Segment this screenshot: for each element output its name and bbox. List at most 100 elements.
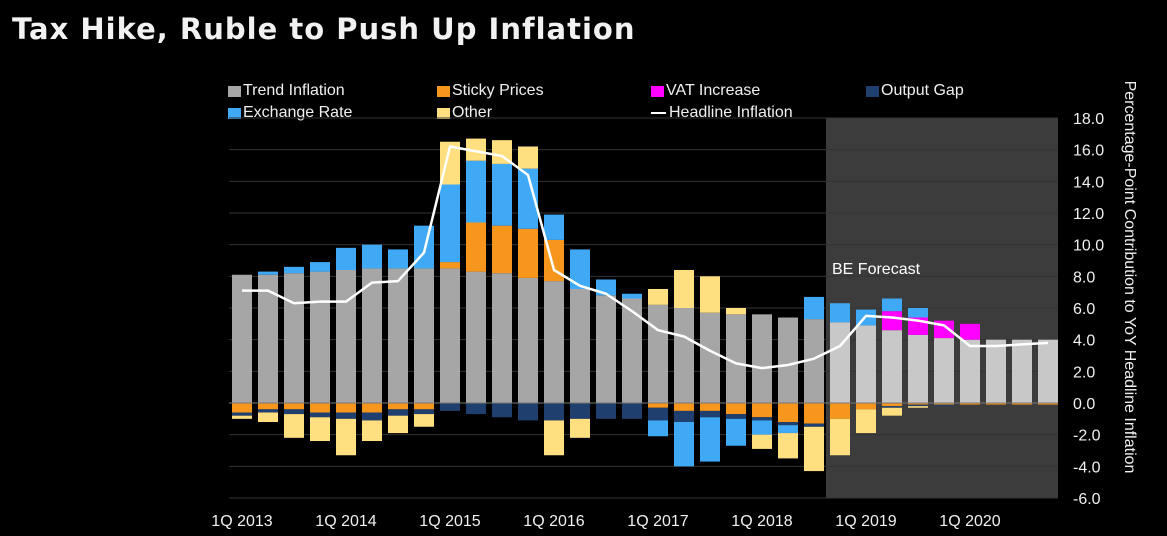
- bar-sticky-prices: [882, 403, 902, 407]
- bar-trend-inflation: [310, 271, 330, 403]
- bar-trend-inflation: [934, 338, 954, 403]
- legend-swatch-other: [437, 107, 450, 119]
- bar-trend-inflation: [726, 314, 746, 403]
- legend-label-sticky: Sticky Prices: [452, 82, 544, 99]
- bar-exchange-rate: [778, 425, 798, 434]
- bar-trend-inflation: [336, 270, 356, 403]
- bar-trend-inflation: [830, 322, 850, 403]
- legend-swatch-gap: [866, 85, 879, 97]
- bar-exchange-rate: [518, 168, 538, 229]
- bar-sticky-prices: [518, 228, 538, 278]
- bar-trend-inflation: [492, 273, 512, 403]
- bar-exchange-rate: [544, 214, 564, 240]
- bar-sticky-prices: [440, 262, 460, 269]
- y-tick-label: 12.0: [1073, 206, 1104, 223]
- bar-sticky-prices: [414, 403, 434, 410]
- x-tick-label: 1Q 2019: [835, 513, 896, 530]
- forecast-annotation: BE Forecast: [832, 261, 921, 278]
- bar-sticky-prices: [1012, 403, 1032, 405]
- bar-exchange-rate: [700, 417, 720, 462]
- bar-trend-inflation: [700, 312, 720, 403]
- x-tick-label: 1Q 2020: [939, 513, 1000, 530]
- legend-label-gap: Output Gap: [881, 82, 964, 99]
- bar-output-gap: [882, 406, 902, 408]
- x-tick-label: 1Q 2018: [731, 513, 792, 530]
- bar-output-gap: [310, 412, 330, 418]
- bar-exchange-rate: [804, 296, 824, 320]
- bar-trend-inflation: [622, 298, 642, 403]
- legend-item-exchange-rate: Exchange Rate: [228, 104, 352, 122]
- bar-output-gap: [544, 403, 564, 421]
- bar-exchange-rate: [622, 293, 642, 299]
- legend-swatch-sticky: [437, 85, 450, 97]
- bar-output-gap: [804, 423, 824, 427]
- bar-exchange-rate: [258, 271, 278, 275]
- bar-output-gap: [284, 409, 304, 415]
- y-tick-label: 2.0: [1073, 364, 1095, 381]
- bar-other: [232, 415, 252, 419]
- bar-output-gap: [648, 407, 668, 421]
- bar-other: [570, 418, 590, 438]
- bar-sticky-prices: [908, 403, 928, 405]
- bar-exchange-rate: [336, 247, 356, 270]
- bar-other: [284, 414, 304, 438]
- bar-trend-inflation: [414, 268, 434, 403]
- bar-output-gap: [570, 403, 590, 419]
- bar-trend-inflation: [674, 308, 694, 403]
- x-tick-label: 1Q 2015: [419, 513, 480, 530]
- bar-sticky-prices: [336, 403, 356, 413]
- chart-legend: Trend Inflation Sticky Prices VAT Increa…: [228, 82, 1028, 126]
- legend-label-vat: VAT Increase: [666, 82, 761, 99]
- x-tick-label: 1Q 2016: [523, 513, 584, 530]
- bar-sticky-prices: [778, 403, 798, 422]
- legend-swatch-headline: [651, 112, 666, 114]
- bar-exchange-rate: [310, 262, 330, 272]
- bar-exchange-rate: [362, 244, 382, 269]
- bar-exchange-rate: [674, 422, 694, 467]
- bar-sticky-prices: [232, 403, 252, 413]
- headline-inflation-line: [242, 145, 1049, 370]
- bar-trend-inflation: [778, 317, 798, 403]
- bar-trend-inflation: [804, 319, 824, 403]
- bar-output-gap: [492, 403, 512, 418]
- y-tick-label: 14.0: [1073, 174, 1104, 191]
- bar-sticky-prices: [726, 403, 746, 415]
- bar-trend-inflation: [908, 334, 928, 403]
- bar-sticky-prices: [310, 403, 330, 413]
- legend-swatch-trend: [228, 85, 241, 97]
- bar-other: [752, 434, 772, 449]
- bar-trend-inflation: [596, 295, 616, 403]
- bar-other: [518, 146, 538, 169]
- legend-swatch-vat: [651, 85, 664, 97]
- legend-swatch-fx: [228, 107, 241, 119]
- bar-output-gap: [232, 412, 252, 416]
- bar-other: [726, 308, 746, 315]
- legend-label-headline: Headline Inflation: [669, 104, 793, 121]
- bar-trend-inflation: [960, 339, 980, 403]
- bar-sticky-prices: [674, 403, 694, 411]
- y-tick-label: -6.0: [1073, 491, 1101, 508]
- bar-other: [544, 420, 564, 456]
- bar-sticky-prices: [492, 225, 512, 274]
- y-tick-label: 8.0: [1073, 269, 1095, 286]
- bar-trend-inflation: [440, 268, 460, 403]
- bar-trend-inflation: [1012, 339, 1032, 403]
- bar-exchange-rate: [648, 420, 668, 437]
- bar-trend-inflation: [570, 289, 590, 403]
- bar-output-gap: [726, 414, 746, 419]
- bar-vat-increase: [882, 311, 902, 331]
- bar-trend-inflation: [518, 277, 538, 403]
- legend-item-headline-inflation: Headline Inflation: [651, 104, 793, 122]
- bar-other: [336, 418, 356, 456]
- legend-item-other: Other: [437, 104, 492, 122]
- bar-output-gap: [362, 412, 382, 421]
- bar-other: [388, 415, 408, 434]
- bar-output-gap: [258, 409, 278, 413]
- bar-other: [778, 433, 798, 459]
- bar-output-gap: [440, 403, 460, 411]
- bar-other: [362, 420, 382, 441]
- bar-exchange-rate: [726, 418, 746, 446]
- legend-item-sticky-prices: Sticky Prices: [437, 82, 544, 100]
- bar-other: [908, 406, 928, 408]
